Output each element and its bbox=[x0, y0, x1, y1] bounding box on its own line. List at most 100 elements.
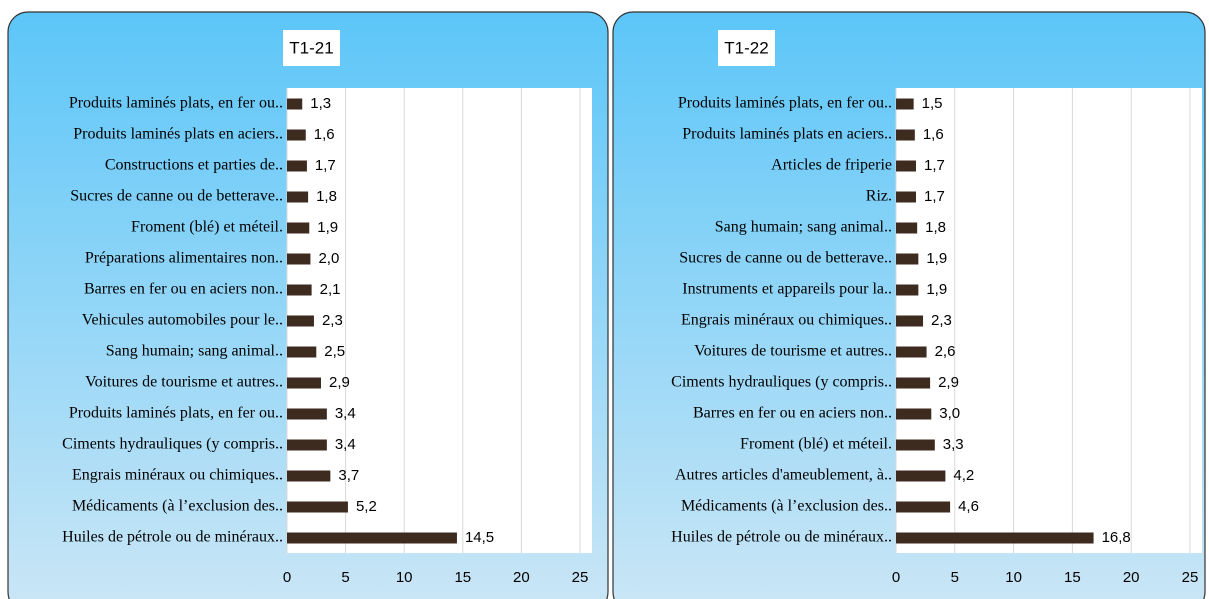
data-label: 2,3 bbox=[322, 312, 343, 329]
bar bbox=[896, 439, 935, 451]
x-tick-label: 20 bbox=[513, 569, 530, 586]
bar bbox=[896, 532, 1094, 544]
category-label: Produits laminés plats, en fer ou.. bbox=[69, 405, 283, 422]
data-label: 1,6 bbox=[923, 126, 944, 143]
bar bbox=[287, 377, 321, 389]
x-tick-label: 0 bbox=[892, 569, 900, 586]
bar bbox=[896, 160, 916, 172]
category-label: Huiles de pétrole ou de minéraux.. bbox=[62, 529, 283, 546]
data-label: 2,9 bbox=[329, 374, 350, 391]
data-label: 5,2 bbox=[356, 498, 377, 515]
category-label: Produits laminés plats, en fer ou.. bbox=[678, 95, 892, 112]
bar bbox=[896, 315, 924, 327]
category-label: Sucres de canne ou de betterave.. bbox=[679, 250, 892, 267]
category-label: Ciments hydrauliques (y compris.. bbox=[671, 374, 892, 391]
data-label: 1,3 bbox=[310, 95, 331, 112]
category-label: Voitures de tourisme et autres.. bbox=[85, 374, 283, 391]
bar bbox=[287, 408, 327, 420]
bar bbox=[896, 98, 914, 110]
data-label: 1,7 bbox=[924, 188, 945, 205]
data-label: 1,7 bbox=[315, 157, 336, 174]
category-label: Autres articles d'ameublement, à.. bbox=[675, 467, 892, 484]
category-label: Préparations alimentaires non.. bbox=[85, 250, 283, 267]
bar bbox=[896, 377, 931, 389]
bar bbox=[896, 191, 916, 203]
data-label: 1,8 bbox=[316, 188, 337, 205]
data-label: 16,8 bbox=[1102, 529, 1131, 546]
category-label: Sang humain; sang animal.. bbox=[106, 343, 283, 360]
x-tick-label: 10 bbox=[1005, 569, 1022, 586]
data-label: 3,0 bbox=[939, 405, 960, 422]
bar bbox=[287, 160, 307, 172]
data-label: 3,4 bbox=[335, 436, 356, 453]
data-label: 2,6 bbox=[935, 343, 956, 360]
category-label: Riz. bbox=[866, 188, 892, 205]
bar bbox=[287, 129, 306, 141]
data-label: 1,5 bbox=[922, 95, 943, 112]
category-label: Barres en fer ou en aciers non.. bbox=[84, 281, 283, 298]
data-label: 1,6 bbox=[314, 126, 335, 143]
category-label: Barres en fer ou en aciers non.. bbox=[693, 405, 892, 422]
category-label: Engrais minéraux ou chimiques.. bbox=[72, 467, 283, 484]
category-label: Voitures de tourisme et autres.. bbox=[694, 343, 892, 360]
x-tick-label: 10 bbox=[396, 569, 413, 586]
data-label: 2,1 bbox=[320, 281, 341, 298]
data-label: 14,5 bbox=[465, 529, 494, 546]
data-label: 1,9 bbox=[926, 250, 947, 267]
chart-title: T1-22 bbox=[724, 38, 768, 57]
category-label: Huiles de pétrole ou de minéraux.. bbox=[671, 529, 892, 546]
bar bbox=[896, 129, 915, 141]
bar bbox=[287, 284, 312, 296]
bar bbox=[896, 501, 951, 513]
data-label: 2,3 bbox=[931, 312, 952, 329]
x-tick-label: 20 bbox=[1123, 569, 1140, 586]
bar bbox=[896, 470, 946, 482]
bar bbox=[896, 284, 919, 296]
bar bbox=[287, 98, 303, 110]
data-label: 1,9 bbox=[926, 281, 947, 298]
category-label: Produits laminés plats, en fer ou.. bbox=[69, 95, 283, 112]
category-label: Froment (blé) et méteil. bbox=[131, 219, 283, 236]
category-label: Ciments hydrauliques (y compris.. bbox=[62, 436, 283, 453]
x-tick-label: 15 bbox=[1064, 569, 1081, 586]
plot-area bbox=[287, 88, 592, 553]
category-label: Produits laminés plats en aciers.. bbox=[73, 126, 283, 143]
data-label: 4,6 bbox=[958, 498, 979, 515]
bar bbox=[896, 253, 919, 265]
bar bbox=[287, 191, 309, 203]
bar bbox=[287, 315, 314, 327]
category-label: Sucres de canne ou de betterave.. bbox=[70, 188, 283, 205]
bar bbox=[287, 253, 311, 265]
x-tick-label: 5 bbox=[341, 569, 349, 586]
category-label: Engrais minéraux ou chimiques.. bbox=[681, 312, 892, 329]
data-label: 3,7 bbox=[338, 467, 359, 484]
bar bbox=[287, 470, 331, 482]
data-label: 4,2 bbox=[953, 467, 974, 484]
bar bbox=[896, 408, 932, 420]
category-label: Instruments et appareils pour la.. bbox=[682, 281, 892, 298]
data-label: 3,4 bbox=[335, 405, 356, 422]
category-label: Sang humain; sang animal.. bbox=[715, 219, 892, 236]
data-label: 2,5 bbox=[324, 343, 345, 360]
category-label: Constructions et parties de.. bbox=[105, 157, 283, 174]
data-label: 2,0 bbox=[318, 250, 339, 267]
bar bbox=[287, 439, 327, 451]
bar bbox=[287, 532, 457, 544]
category-label: Médicaments (à l’exclusion des.. bbox=[72, 498, 283, 515]
data-label: 3,3 bbox=[943, 436, 964, 453]
category-label: Froment (blé) et méteil. bbox=[740, 436, 892, 453]
plot-area bbox=[896, 88, 1202, 553]
bar bbox=[287, 346, 317, 358]
data-label: 2,9 bbox=[938, 374, 959, 391]
title-box bbox=[283, 30, 340, 66]
bar bbox=[896, 222, 918, 234]
x-tick-label: 5 bbox=[951, 569, 959, 586]
bar bbox=[287, 222, 310, 234]
bar bbox=[896, 346, 927, 358]
bar bbox=[287, 501, 348, 513]
chart-title: T1-21 bbox=[289, 38, 333, 57]
category-label: Produits laminés plats en aciers.. bbox=[682, 126, 892, 143]
x-tick-label: 0 bbox=[283, 569, 291, 586]
x-tick-label: 25 bbox=[1182, 569, 1199, 586]
